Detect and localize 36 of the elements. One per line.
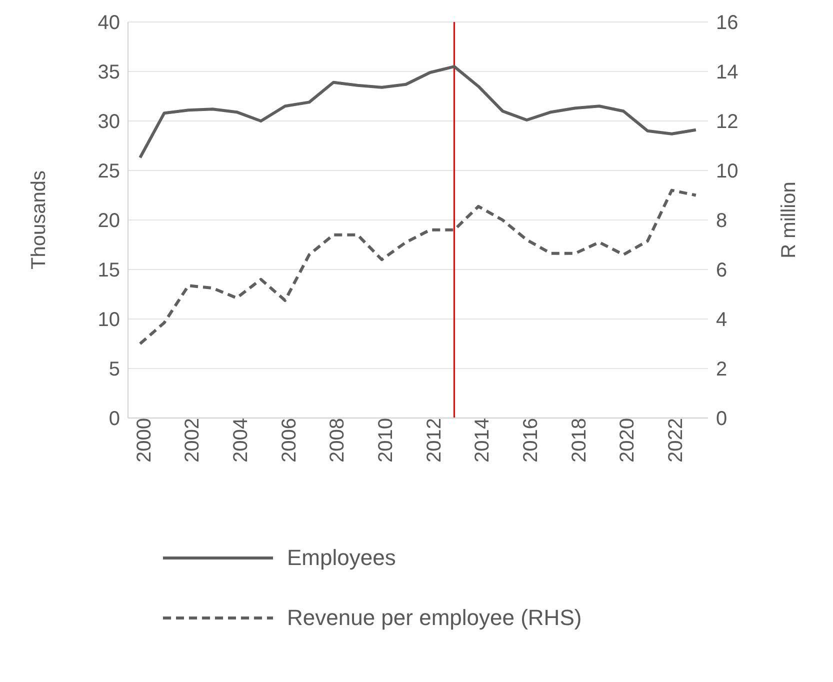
line-series: [138, 65, 698, 160]
y-tick-label: 0: [108, 408, 120, 430]
x-tick-label: 2022: [664, 418, 687, 462]
y2-tick-label: 16: [716, 12, 738, 34]
x-tick-label: 2006: [278, 418, 300, 462]
line-series: [138, 188, 698, 346]
y2-axis-title: R million: [778, 182, 800, 258]
x-tick-label: 2008: [326, 418, 349, 462]
y-tick-label: 10: [98, 309, 120, 332]
y-axis-title: Thousands: [28, 170, 50, 270]
y2-tick-label: 10: [716, 160, 738, 183]
y2-tick-label: 0: [716, 408, 728, 430]
x-tick-label: 2002: [182, 418, 204, 462]
legend-label: Employees: [287, 545, 396, 571]
x-tick-label: 2010: [374, 418, 397, 462]
x-tick-label: 2012: [423, 418, 446, 462]
y-tick-label: 25: [98, 160, 120, 183]
legend-label: Revenue per employee (RHS): [287, 605, 582, 631]
y2-tick-label: 12: [716, 111, 738, 134]
y2-tick-label: 14: [716, 62, 738, 84]
y-tick-label: 30: [98, 111, 120, 134]
y2-tick-label: 8: [716, 210, 728, 232]
x-tick-label: 2018: [568, 418, 590, 462]
y2-tick-label: 2: [716, 358, 728, 381]
y-tick-label: 5: [108, 358, 120, 381]
x-tick-label: 2020: [616, 418, 639, 462]
x-tick-label: 2014: [472, 418, 494, 462]
y-tick-label: 20: [98, 210, 120, 232]
y-tick-label: 35: [98, 62, 120, 84]
y-tick-label: 15: [98, 260, 120, 282]
y2-tick-label: 4: [716, 309, 728, 332]
x-tick-label: 2000: [133, 418, 156, 462]
y-tick-label: 40: [98, 12, 120, 34]
y2-tick-label: 6: [716, 260, 728, 282]
x-tick-label: 2004: [230, 418, 252, 462]
x-tick-label: 2016: [520, 418, 542, 462]
